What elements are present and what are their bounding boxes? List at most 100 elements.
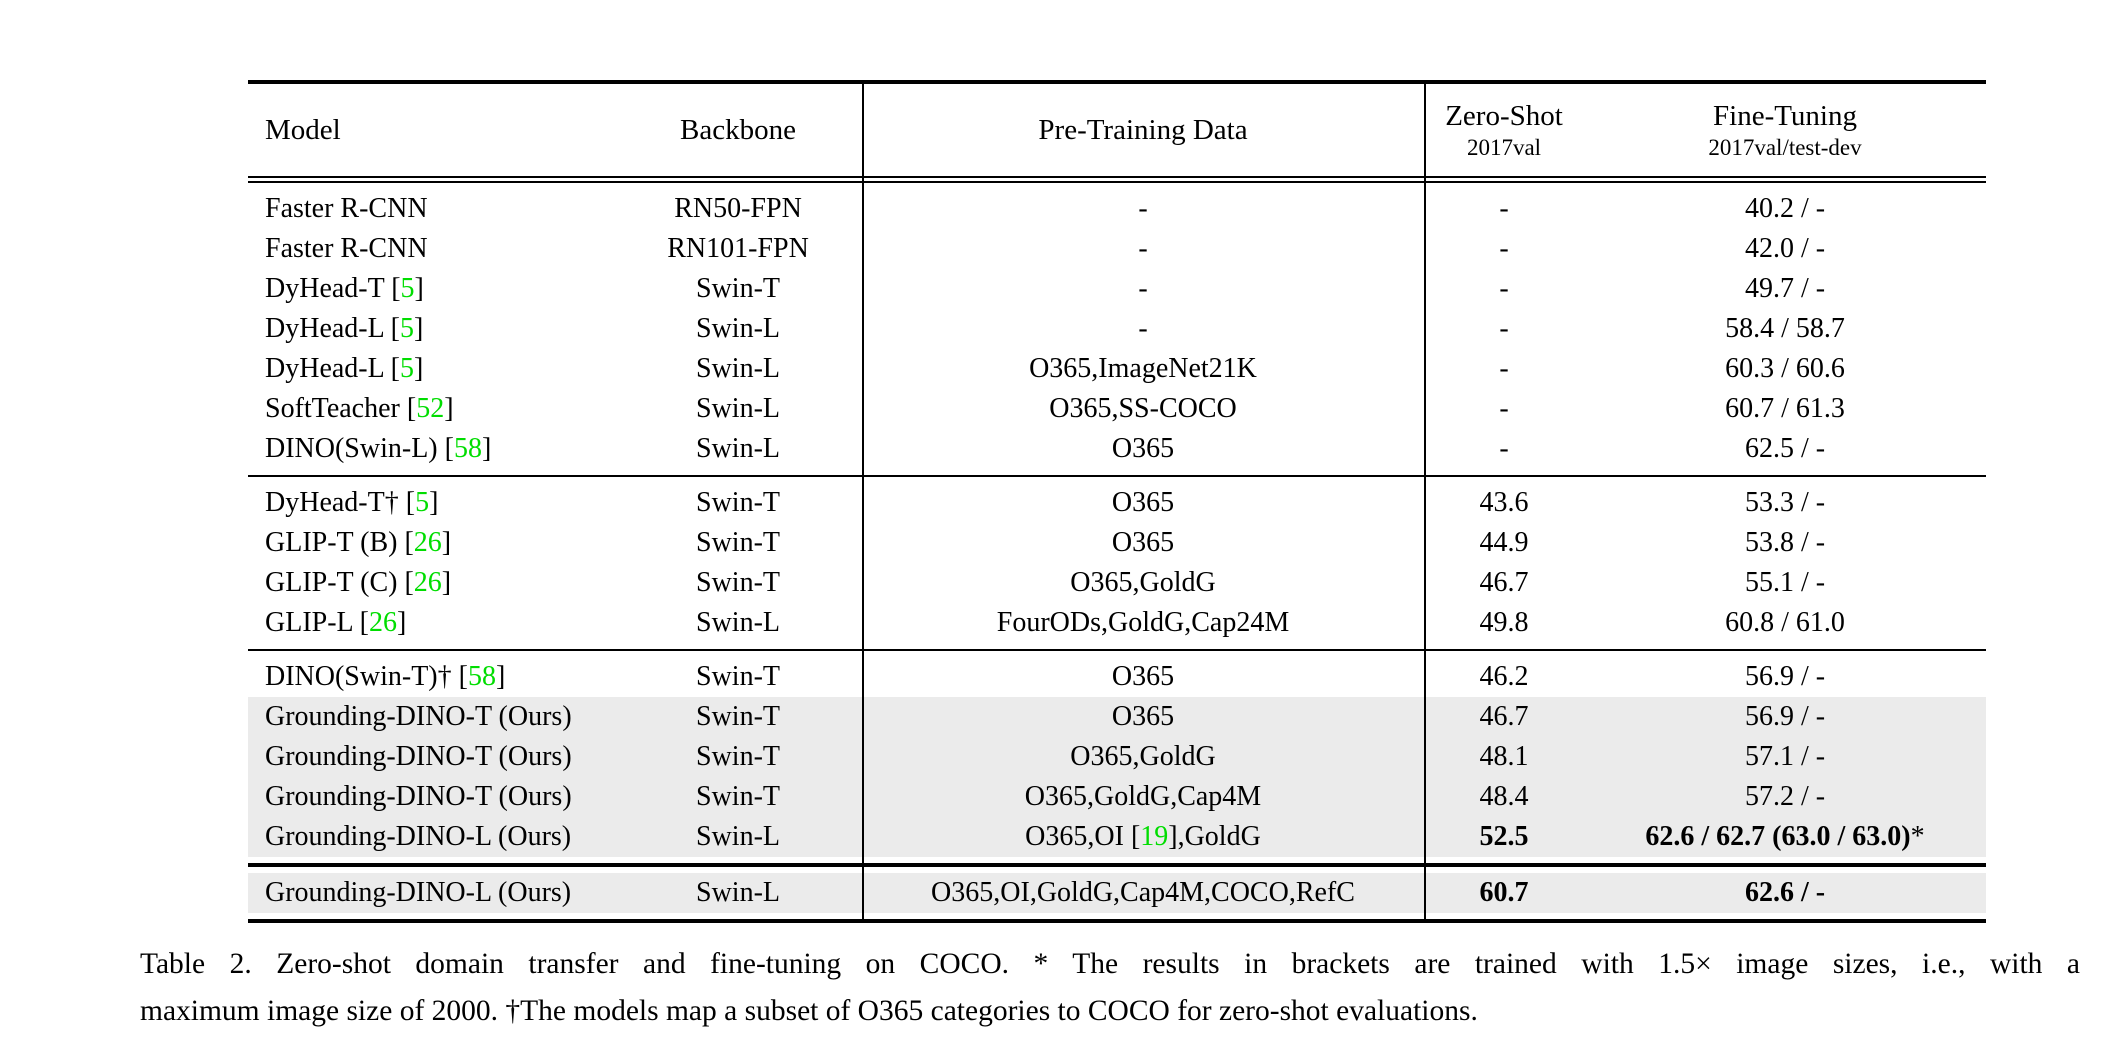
results-table: Model Backbone Pre-Training Data Zero-Sh… (248, 80, 1986, 923)
table-row: GLIP-T (B) [26] Swin-T O365 44.9 53.8 / - (248, 523, 1986, 563)
backbone-cell: Swin-T (696, 701, 780, 732)
backbone-cell: Swin-T (696, 273, 780, 304)
table-row: DyHead-T [5] Swin-T - - 49.7 / - (248, 269, 1986, 309)
finetune-cell: 55.1 / - (1744, 567, 1826, 598)
citation-ref: 5 (400, 273, 415, 304)
header-finetune: Fine-Tuning 2017val/test-dev (1584, 99, 1986, 160)
table-row: Grounding-DINO-T (Ours) Swin-T O365,GoldG 4… (248, 737, 1986, 777)
backbone-cell: Swin-T (696, 781, 780, 812)
backbone-cell: RN50-FPN (674, 193, 802, 224)
header-pretrain: Pre-Training Data (1038, 113, 1248, 146)
table-row: Grounding-DINO-T (Ours) Swin-T O365,GoldG,… (248, 777, 1986, 817)
finetune-cell: 49.7 / - (1744, 273, 1826, 304)
citation-ref: 26 (413, 527, 442, 558)
finetune-cell: 60.8 / 61.0 (1725, 607, 1845, 638)
table-row: Faster R-CNN RN101-FPN - - 42.0 / - (248, 229, 1986, 269)
header-separator-rule (248, 176, 1986, 183)
pretrain-cell: O365,ImageNet21K (1029, 353, 1257, 384)
table-row: Faster R-CNN RN50-FPN - - 40.2 / - (248, 189, 1986, 229)
finetune-cell: 40.2 / - (1744, 193, 1826, 224)
header-zeroshot-sub: 2017val (1466, 134, 1542, 160)
model-cell: DyHead-L [5] (265, 353, 424, 384)
backbone-cell: Swin-L (696, 877, 780, 908)
table-row: GLIP-L [26] Swin-L FourODs,GoldG,Cap24M 49.… (248, 603, 1986, 643)
citation-ref: 58 (467, 661, 496, 692)
finetune-cell: 56.9 / - (1744, 701, 1826, 732)
backbone-cell: Swin-L (696, 607, 780, 638)
table-row: DyHead-L [5] Swin-L O365,ImageNet21K - 60.3 … (248, 349, 1986, 389)
citation-ref: 5 (415, 487, 430, 518)
zeroshot-cell: 46.7 (1479, 567, 1529, 598)
caption-line-1: Table 2. Zero-shot domain transfer and f… (140, 948, 2080, 980)
backbone-cell: Swin-T (696, 567, 780, 598)
header-zeroshot: Zero-Shot 2017val (1424, 99, 1584, 160)
section-rule (248, 863, 1986, 867)
pretrain-cell: O365 (1111, 487, 1175, 518)
zeroshot-cell: 52.5 (1479, 821, 1529, 852)
table-row: Grounding-DINO-L (Ours) Swin-L O365,OI,Gol… (248, 873, 1986, 913)
zeroshot-cell: 46.2 (1479, 661, 1529, 692)
table-row: DINO(Swin-T)† [58] Swin-T O365 46.2 56.9 / - (248, 657, 1986, 697)
table-row: DINO(Swin-L) [58] Swin-L O365 - 62.5 / - (248, 429, 1986, 469)
pretrain-cell: O365,SS-COCO (1049, 393, 1237, 424)
backbone-cell: Swin-L (696, 313, 780, 344)
table-section-zeroshot-prior: DyHead-T† [5] Swin-T O365 43.6 53.3 / - GLIP-… (248, 477, 1986, 649)
finetune-cell: 56.9 / - (1744, 661, 1826, 692)
section-rule (248, 475, 1986, 477)
header-finetune-sub: 2017val/test-dev (1708, 134, 1862, 160)
finetune-cell: 62.5 / - (1744, 433, 1826, 464)
zeroshot-cell: - (1499, 193, 1509, 224)
backbone-cell: Swin-T (696, 487, 780, 518)
citation-ref: 5 (400, 313, 415, 344)
pretrain-cell: O365 (1111, 527, 1175, 558)
finetune-cell: 60.3 / 60.6 (1725, 353, 1845, 384)
model-cell: Grounding-DINO-L (Ours) (265, 877, 572, 908)
pretrain-cell: - (1138, 233, 1148, 264)
table-row: GLIP-T (C) [26] Swin-T O365,GoldG 46.7 55.1 … (248, 563, 1986, 603)
caption-line-2: maximum image size of 2000. †The models … (140, 995, 1478, 1027)
citation-ref: 26 (368, 607, 397, 638)
citation-ref: 58 (453, 433, 482, 464)
model-cell: GLIP-T (B) [26] (265, 527, 452, 558)
header-model: Model (265, 113, 341, 146)
pretrain-cell: O365,GoldG (1070, 741, 1216, 772)
zeroshot-cell: 48.4 (1479, 781, 1529, 812)
backbone-cell: Swin-L (696, 393, 780, 424)
model-cell: Faster R-CNN (265, 193, 428, 224)
model-cell: GLIP-L [26] (265, 607, 407, 638)
table-row: Grounding-DINO-L (Ours) Swin-L O365,OI [19… (248, 817, 1986, 857)
header-backbone: Backbone (680, 113, 796, 146)
finetune-cell: 62.6 / - (1744, 877, 1826, 908)
model-cell: SoftTeacher [52] (265, 393, 454, 424)
header-zeroshot-title: Zero-Shot (1445, 100, 1563, 133)
model-cell: Grounding-DINO-T (Ours) (265, 701, 572, 732)
model-cell: DINO(Swin-T)† [58] (265, 661, 506, 692)
finetune-cell: 53.8 / - (1744, 527, 1826, 558)
table-row: Grounding-DINO-T (Ours) Swin-T O365 46.7 56.… (248, 697, 1986, 737)
model-cell: DyHead-T [5] (265, 273, 424, 304)
backbone-cell: Swin-T (696, 661, 780, 692)
finetune-cell: 58.4 / 58.7 (1725, 313, 1845, 344)
citation-ref: 5 (400, 353, 415, 384)
model-cell: Grounding-DINO-T (Ours) (265, 781, 572, 812)
model-cell: Grounding-DINO-T (Ours) (265, 741, 572, 772)
finetune-cell: 62.6 / 62.7 (63.0 / 63.0)* (1645, 821, 1925, 852)
finetune-cell: 42.0 / - (1744, 233, 1826, 264)
pretrain-cell: FourODs,GoldG,Cap24M (996, 607, 1290, 638)
model-cell: DyHead-T† [5] (265, 487, 439, 518)
pretrain-cell: O365,OI,GoldG,Cap4M,COCO,RefC (931, 877, 1355, 908)
citation-ref: 52 (416, 393, 445, 424)
table-header-row: Model Backbone Pre-Training Data Zero-Sh… (248, 84, 1986, 176)
pretrain-cell: - (1138, 273, 1148, 304)
table-caption: Table 2. Zero-shot domain transfer and f… (140, 941, 2080, 1035)
model-cell: Grounding-DINO-L (Ours) (265, 821, 572, 852)
table-section-baselines: Faster R-CNN RN50-FPN - -40.2 / - Faster R-C… (248, 183, 1986, 475)
pretrain-cell: - (1138, 313, 1148, 344)
section-rule (248, 649, 1986, 651)
zeroshot-cell: - (1499, 273, 1509, 304)
pretrain-cell: O365 (1111, 701, 1175, 732)
model-cell: DyHead-L [5] (265, 313, 424, 344)
backbone-cell: Swin-L (696, 433, 780, 464)
zeroshot-cell: - (1499, 393, 1509, 424)
